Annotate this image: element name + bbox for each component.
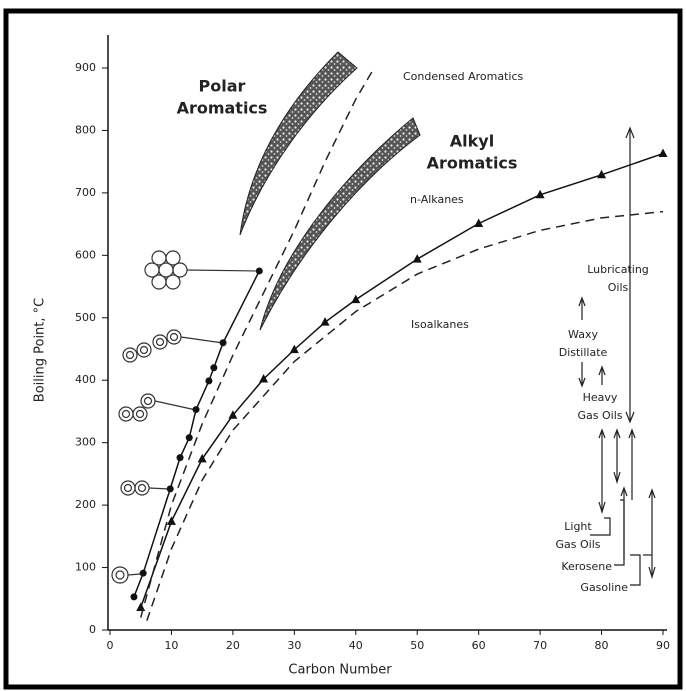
y-tick-label: 100: [75, 561, 96, 574]
y-tick-label: 900: [75, 61, 96, 74]
point: [167, 485, 174, 492]
point: [321, 317, 330, 326]
x-tick-label: 90: [656, 639, 670, 652]
point: [177, 454, 184, 461]
point: [136, 603, 145, 612]
y-tick-label: 400: [75, 373, 96, 386]
point: [210, 364, 217, 371]
annotation: Gas Oils: [556, 538, 601, 551]
annotation: Aromatics: [177, 99, 268, 118]
x-tick-label: 30: [287, 639, 301, 652]
curve-label: n-Alkanes: [410, 193, 464, 206]
x-tick-label: 80: [595, 639, 609, 652]
annotation: Alkyl: [450, 132, 494, 151]
point: [193, 406, 200, 413]
point: [413, 254, 422, 262]
annotation: Light: [564, 520, 592, 533]
y-tick-label: 200: [75, 498, 96, 511]
annotation: Aromatics: [427, 154, 518, 173]
point: [167, 516, 176, 525]
annotation: Gas Oils: [578, 409, 623, 422]
curve-label: Condensed Aromatics: [403, 70, 523, 83]
chart: Carbon Number Boiling Point, °C 01002003…: [0, 0, 686, 691]
series-line: [134, 271, 259, 597]
y-tick-label: 600: [75, 248, 96, 261]
x-tick-label: 10: [164, 639, 178, 652]
annotation: Distillate: [559, 346, 608, 359]
annotation: Heavy: [583, 391, 618, 404]
point: [256, 267, 263, 274]
point: [659, 149, 668, 158]
x-tick-label: 60: [472, 639, 486, 652]
point: [205, 377, 212, 384]
point: [351, 295, 360, 304]
annotation: Lubricating: [587, 263, 649, 276]
annotation: Waxy: [568, 328, 598, 341]
annotation: Gasoline: [580, 581, 628, 594]
point: [220, 339, 227, 346]
molecule-icons: [112, 251, 259, 583]
y-tick-label: 500: [75, 311, 96, 324]
x-tick-label: 0: [107, 639, 114, 652]
x-tick-label: 20: [226, 639, 240, 652]
point: [130, 593, 137, 600]
y-tick-label: 300: [75, 436, 96, 449]
y-axis-label: Boiling Point, °C: [33, 298, 48, 402]
point: [140, 570, 147, 577]
curve-label: Isoalkanes: [411, 318, 469, 331]
y-tick-label: 800: [75, 123, 96, 136]
annotation: Polar: [199, 77, 246, 96]
y-tick-label: 0: [89, 623, 96, 636]
point: [186, 434, 193, 441]
x-tick-label: 40: [349, 639, 363, 652]
x-tick-label: 70: [533, 639, 547, 652]
x-axis-label: Carbon Number: [288, 663, 392, 678]
x-tick-label: 50: [410, 639, 424, 652]
y-tick-label: 700: [75, 186, 96, 199]
annotation: Oils: [608, 281, 629, 294]
annotation: Kerosene: [561, 560, 612, 573]
dashed-curve: [141, 68, 374, 618]
